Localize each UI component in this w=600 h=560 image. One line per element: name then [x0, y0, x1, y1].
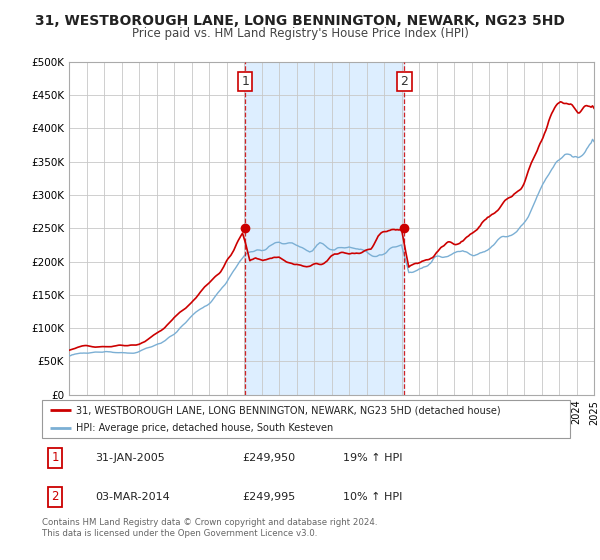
Text: £249,950: £249,950	[242, 453, 296, 463]
Text: 2: 2	[401, 75, 409, 88]
FancyBboxPatch shape	[42, 400, 570, 438]
Text: 03-MAR-2014: 03-MAR-2014	[95, 492, 170, 502]
Text: Contains HM Land Registry data © Crown copyright and database right 2024.: Contains HM Land Registry data © Crown c…	[42, 518, 377, 527]
Text: 19% ↑ HPI: 19% ↑ HPI	[343, 453, 403, 463]
Text: 31-JAN-2005: 31-JAN-2005	[95, 453, 164, 463]
Bar	[245, 62, 404, 395]
Text: 10% ↑ HPI: 10% ↑ HPI	[343, 492, 403, 502]
Text: £249,995: £249,995	[242, 492, 296, 502]
Text: This data is licensed under the Open Government Licence v3.0.: This data is licensed under the Open Gov…	[42, 529, 317, 538]
Text: 1: 1	[52, 451, 59, 464]
Text: Price paid vs. HM Land Registry's House Price Index (HPI): Price paid vs. HM Land Registry's House …	[131, 27, 469, 40]
Text: HPI: Average price, detached house, South Kesteven: HPI: Average price, detached house, Sout…	[76, 423, 334, 433]
Text: 31, WESTBOROUGH LANE, LONG BENNINGTON, NEWARK, NG23 5HD (detached house): 31, WESTBOROUGH LANE, LONG BENNINGTON, N…	[76, 405, 501, 415]
Text: 2: 2	[52, 491, 59, 503]
Text: 31, WESTBOROUGH LANE, LONG BENNINGTON, NEWARK, NG23 5HD: 31, WESTBOROUGH LANE, LONG BENNINGTON, N…	[35, 14, 565, 28]
Text: 1: 1	[241, 75, 250, 88]
